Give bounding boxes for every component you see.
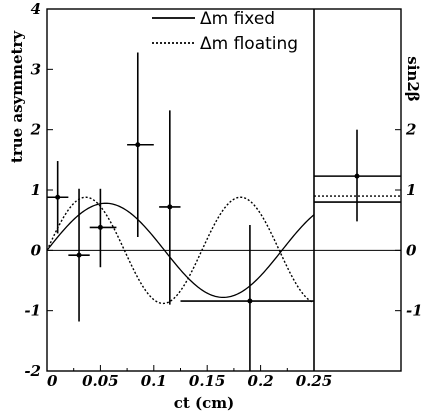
legend: Δm fixed Δm floating [152, 9, 298, 54]
y-tick-label: 4 [31, 0, 41, 18]
data-point [247, 298, 253, 304]
y-tick-label: -1 [24, 302, 41, 320]
y-tick-label: 1 [31, 181, 41, 199]
data-point [135, 142, 141, 148]
x-tick-label: 0.1 [141, 372, 167, 390]
x-tick-label: 0.25 [296, 372, 333, 390]
x-tick-label: 0.15 [189, 372, 226, 390]
data-point [97, 224, 103, 230]
y2-tick-label: 0 [406, 241, 417, 259]
sin2beta-panel [314, 129, 401, 222]
data-point [76, 252, 82, 258]
x-tick-label: 0 [47, 372, 58, 390]
x-axis-label: ct (cm) [174, 394, 234, 412]
x-tick-label: 0.05 [82, 372, 119, 390]
y-axis-label: true asymmetry [8, 30, 26, 164]
y2-tick-label: -1 [406, 302, 423, 320]
y-tick-label: 2 [30, 121, 41, 139]
y-tick-label: 3 [31, 60, 41, 78]
model-curves [46, 196, 315, 305]
legend-label-fixed: Δm fixed [200, 9, 275, 29]
inset-data-point [354, 173, 360, 179]
data-points [47, 52, 314, 371]
y2-axis-label: sin2β [404, 56, 422, 101]
y-tick-label: 0 [31, 241, 42, 259]
data-point [55, 194, 61, 200]
legend-label-floating: Δm floating [200, 34, 298, 54]
curve-floating [46, 196, 315, 305]
y2-tick-label: 1 [406, 181, 416, 199]
y2-tick-label: 2 [405, 121, 416, 139]
data-point [167, 204, 173, 210]
axis-ticks: 0 0.05 0.1 0.15 0.2 0.25 -2 -1 0 1 2 3 4 -1 0 1 2 [24, 0, 422, 390]
x-tick-label: 0.2 [248, 372, 274, 390]
curve-fixed [46, 202, 315, 299]
y-tick-label: -2 [24, 362, 41, 380]
